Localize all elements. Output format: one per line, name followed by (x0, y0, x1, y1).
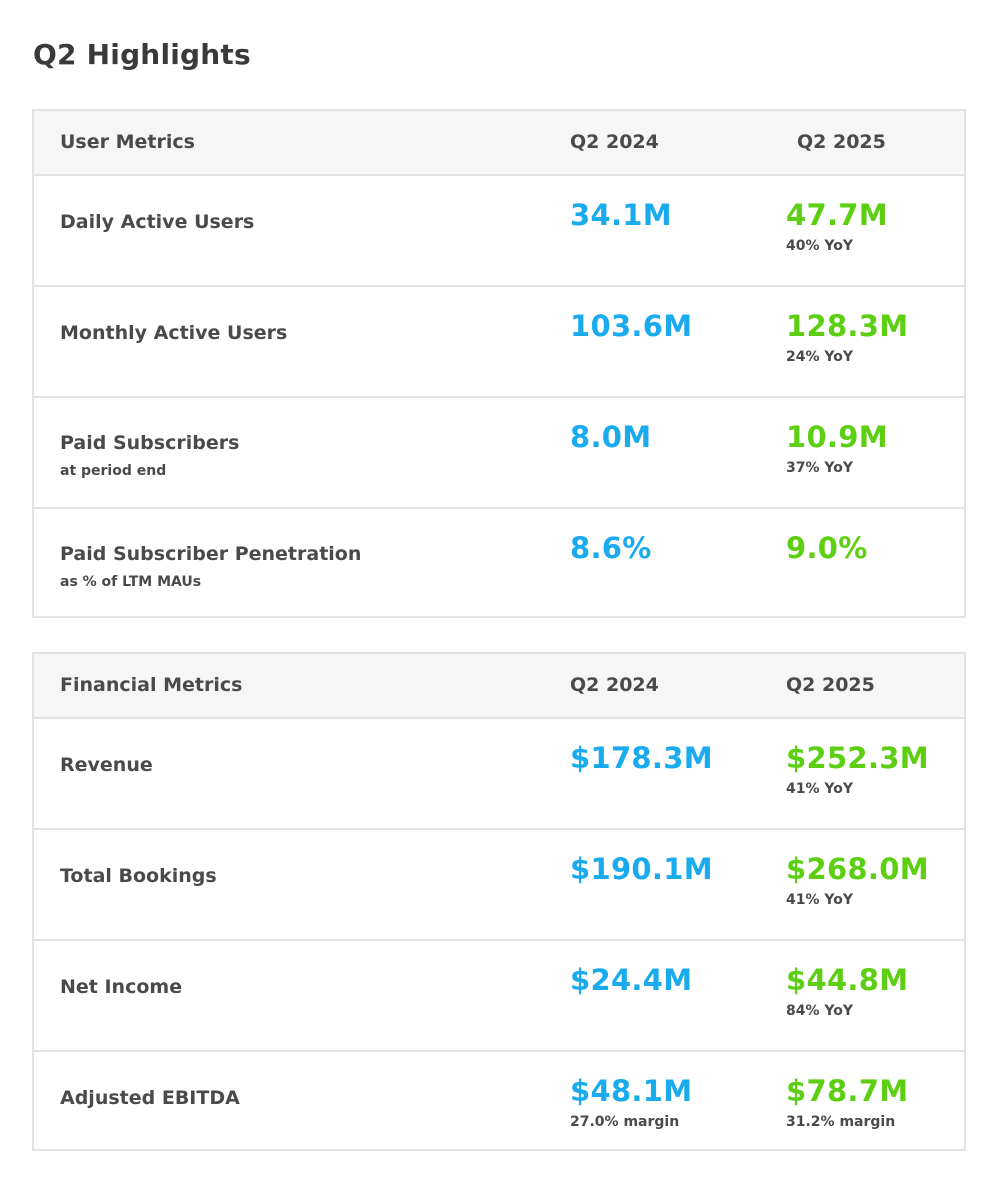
table-header: User Metrics Q2 2024 Q2 2025 (34, 111, 964, 174)
table-row: Monthly Active Users 103.6M 128.3M 24% Y… (34, 285, 964, 396)
financial-metrics-table: Financial Metrics Q2 2024 Q2 2025 Revenu… (32, 652, 966, 1151)
metric-note-q2-2024: 27.0% margin (570, 1114, 680, 1130)
metric-value-q2-2024: 8.6% (570, 531, 652, 565)
metric-value-q2-2025: $78.7M (786, 1074, 909, 1108)
column-header-q2-2025: Q2 2025 (786, 674, 875, 696)
metric-name: Total Bookings (60, 865, 217, 887)
metric-name: Paid Subscriber Penetration (60, 543, 362, 565)
table-header-label: User Metrics (60, 131, 195, 153)
metric-value-q2-2025: 128.3M (786, 309, 909, 343)
metric-subtitle: at period end (60, 463, 167, 479)
metric-subtitle: as % of LTM MAUs (60, 574, 202, 590)
metric-note-q2-2025: 41% YoY (786, 781, 853, 797)
metric-note-q2-2025: 84% YoY (786, 1003, 853, 1019)
metric-value-q2-2025: $268.0M (786, 852, 929, 886)
column-header-q2-2024: Q2 2024 (570, 674, 659, 696)
metric-name: Daily Active Users (60, 211, 255, 233)
metric-note-q2-2025: 37% YoY (786, 460, 853, 476)
table-row: Revenue $178.3M $252.3M 41% YoY (34, 717, 964, 828)
metric-name: Revenue (60, 754, 153, 776)
table-header-label: Financial Metrics (60, 674, 243, 696)
metric-value-q2-2025: $252.3M (786, 741, 929, 775)
table-row: Total Bookings $190.1M $268.0M 41% YoY (34, 828, 964, 939)
metric-value-q2-2024: 34.1M (570, 198, 672, 232)
user-metrics-table: User Metrics Q2 2024 Q2 2025 Daily Activ… (32, 109, 966, 618)
table-header: Financial Metrics Q2 2024 Q2 2025 (34, 654, 964, 717)
metric-value-q2-2025: 47.7M (786, 198, 888, 232)
table-row: Adjusted EBITDA $48.1M 27.0% margin $78.… (34, 1050, 964, 1161)
metric-name: Adjusted EBITDA (60, 1087, 240, 1109)
metric-value-q2-2024: $178.3M (570, 741, 713, 775)
metric-value-q2-2024: $190.1M (570, 852, 713, 886)
metric-value-q2-2025: 10.9M (786, 420, 888, 454)
metric-value-q2-2024: 8.0M (570, 420, 652, 454)
metric-note-q2-2025: 31.2% margin (786, 1114, 896, 1130)
metric-value-q2-2025: 9.0% (786, 531, 868, 565)
table-row: Net Income $24.4M $44.8M 84% YoY (34, 939, 964, 1050)
table-row: Paid Subscriber Penetration as % of LTM … (34, 507, 964, 618)
metric-name: Net Income (60, 976, 183, 998)
metric-value-q2-2024: $24.4M (570, 963, 693, 997)
metric-note-q2-2025: 40% YoY (786, 238, 853, 254)
metric-note-q2-2025: 41% YoY (786, 892, 853, 908)
page-title: Q2 Highlights (33, 38, 251, 71)
metric-value-q2-2025: $44.8M (786, 963, 909, 997)
metric-note-q2-2025: 24% YoY (786, 349, 853, 365)
column-header-q2-2025: Q2 2025 (797, 131, 886, 153)
metric-value-q2-2024: $48.1M (570, 1074, 693, 1108)
table-row: Daily Active Users 34.1M 47.7M 40% YoY (34, 174, 964, 285)
metric-value-q2-2024: 103.6M (570, 309, 693, 343)
table-row: Paid Subscribers at period end 8.0M 10.9… (34, 396, 964, 507)
metric-name: Monthly Active Users (60, 322, 288, 344)
column-header-q2-2024: Q2 2024 (570, 131, 659, 153)
metric-name: Paid Subscribers (60, 432, 240, 454)
